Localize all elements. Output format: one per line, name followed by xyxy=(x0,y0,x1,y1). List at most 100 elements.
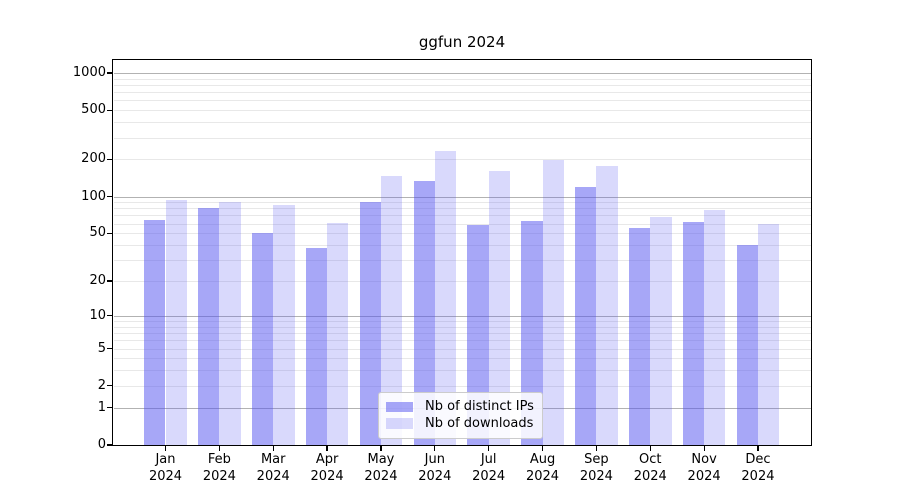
x-tick-oct xyxy=(649,446,651,451)
gridline-minor-700 xyxy=(113,92,811,94)
bar-distinct-ips-aug xyxy=(521,221,543,445)
x-tick-month: Jun xyxy=(424,452,445,467)
gridline-minor-60 xyxy=(113,223,811,225)
bar-distinct-ips-jun xyxy=(413,181,435,445)
legend-entry-downloads: Nb of downloads xyxy=(386,415,534,432)
bar-downloads-apr xyxy=(327,222,349,445)
bar-downloads-may xyxy=(380,176,403,445)
legend-swatch-distinct-ips xyxy=(386,401,413,412)
x-tick-month: Mar xyxy=(260,452,286,467)
x-tick-year: 2024 xyxy=(202,468,236,484)
bar-downloads-feb xyxy=(219,202,241,445)
x-tick-nov xyxy=(703,446,705,451)
x-tick-sep xyxy=(595,446,597,451)
x-tick-year: 2024 xyxy=(148,468,183,484)
bar-distinct-ips-feb xyxy=(198,208,220,445)
x-tick-jan xyxy=(164,446,167,451)
gridline-minor-400 xyxy=(113,122,811,124)
x-tick-label-aug: Aug 2024 xyxy=(511,452,575,485)
y-tick-50 xyxy=(107,232,113,234)
x-tick-month: Sep xyxy=(584,452,609,467)
y-tick-2 xyxy=(107,385,113,387)
x-tick-month: Aug xyxy=(529,452,556,467)
gridline-minor-8 xyxy=(113,326,811,328)
gridline-minor-50 xyxy=(113,233,811,235)
y-tick-100 xyxy=(107,195,113,198)
bar-downloads-nov xyxy=(704,210,726,445)
gridline-minor-9 xyxy=(113,321,811,322)
x-tick-label-jan: Jan 2024 xyxy=(134,452,198,485)
x-tick-apr xyxy=(326,446,328,451)
x-tick-label-mar: Mar 2024 xyxy=(241,452,305,485)
x-tick-dec xyxy=(757,446,759,451)
gridline-minor-500 xyxy=(113,110,811,112)
y-tick-label-1000: 1000 xyxy=(72,65,106,81)
x-tick-jun xyxy=(434,446,436,451)
y-tick-200 xyxy=(107,158,113,161)
x-tick-month: Jan xyxy=(155,452,176,467)
x-tick-month: Apr xyxy=(315,452,339,467)
x-tick-month: May xyxy=(367,452,395,467)
bar-distinct-ips-dec xyxy=(736,245,758,445)
y-tick-label-1: 1 xyxy=(97,399,106,415)
legend-label-distinct-ips: Nb of distinct IPs xyxy=(425,399,534,415)
y-tick-label-200: 200 xyxy=(81,151,106,167)
y-tick-10 xyxy=(107,315,113,317)
bar-distinct-ips-mar xyxy=(251,233,274,445)
y-tick-0 xyxy=(107,444,113,446)
gridline-minor-900 xyxy=(113,78,811,80)
chart-title: ggfun 2024 xyxy=(418,33,506,51)
bar-distinct-ips-oct xyxy=(628,228,651,445)
x-tick-month: Jul xyxy=(480,452,497,467)
y-tick-label-100: 100 xyxy=(81,188,106,204)
x-tick-jul xyxy=(488,446,490,451)
x-tick-year: 2024 xyxy=(633,468,667,484)
x-tick-month: Feb xyxy=(207,452,231,467)
x-tick-year: 2024 xyxy=(472,468,506,484)
legend-swatch-downloads xyxy=(386,418,413,429)
x-tick-label-feb: Feb 2024 xyxy=(187,452,251,485)
gridline-minor-200 xyxy=(113,159,811,161)
gridline-minor-2 xyxy=(113,385,811,387)
x-tick-month: Nov xyxy=(691,452,717,467)
bar-distinct-ips-may xyxy=(359,201,381,445)
x-tick-label-jun: Jun 2024 xyxy=(403,452,467,485)
x-tick-year: 2024 xyxy=(579,468,613,484)
gridline-major-100 xyxy=(113,196,811,198)
x-tick-label-dec: Dec 2024 xyxy=(726,452,790,485)
y-tick-label-5: 5 xyxy=(97,340,106,356)
bar-downloads-oct xyxy=(650,217,672,445)
gridline-minor-3 xyxy=(113,370,811,372)
bar-distinct-ips-sep xyxy=(575,187,597,445)
gridline-minor-90 xyxy=(113,202,811,204)
gridline-minor-20 xyxy=(113,281,811,282)
x-tick-year: 2024 xyxy=(310,468,344,484)
gridline-minor-300 xyxy=(113,137,811,139)
y-tick-1 xyxy=(107,407,113,409)
bar-downloads-mar xyxy=(273,205,295,445)
x-tick-aug xyxy=(541,446,544,451)
bar-downloads-jun xyxy=(434,150,457,445)
x-tick-mar xyxy=(272,446,274,451)
legend-entry-distinct-ips: Nb of distinct IPs xyxy=(386,399,534,416)
plot-area xyxy=(113,60,811,445)
x-tick-month: Oct xyxy=(638,452,662,467)
gridline-minor-5 xyxy=(113,348,811,350)
gridline-minor-80 xyxy=(113,208,811,210)
x-tick-label-may: May 2024 xyxy=(349,452,413,485)
x-tick-label-jul: Jul 2024 xyxy=(457,452,521,485)
y-tick-label-0: 0 xyxy=(97,437,106,452)
gridline-minor-800 xyxy=(113,85,811,86)
y-tick-1000 xyxy=(107,72,113,74)
x-tick-may xyxy=(380,446,382,451)
y-tick-5 xyxy=(107,347,113,350)
bar-distinct-ips-jul xyxy=(467,224,489,445)
gridline-major-10 xyxy=(113,315,811,317)
x-tick-year: 2024 xyxy=(364,468,398,484)
y-tick-label-20: 20 xyxy=(89,273,106,289)
bar-downloads-aug xyxy=(542,160,564,445)
y-tick-label-50: 50 xyxy=(89,225,106,241)
x-tick-month: Dec xyxy=(745,452,771,467)
x-tick-year: 2024 xyxy=(741,468,775,484)
